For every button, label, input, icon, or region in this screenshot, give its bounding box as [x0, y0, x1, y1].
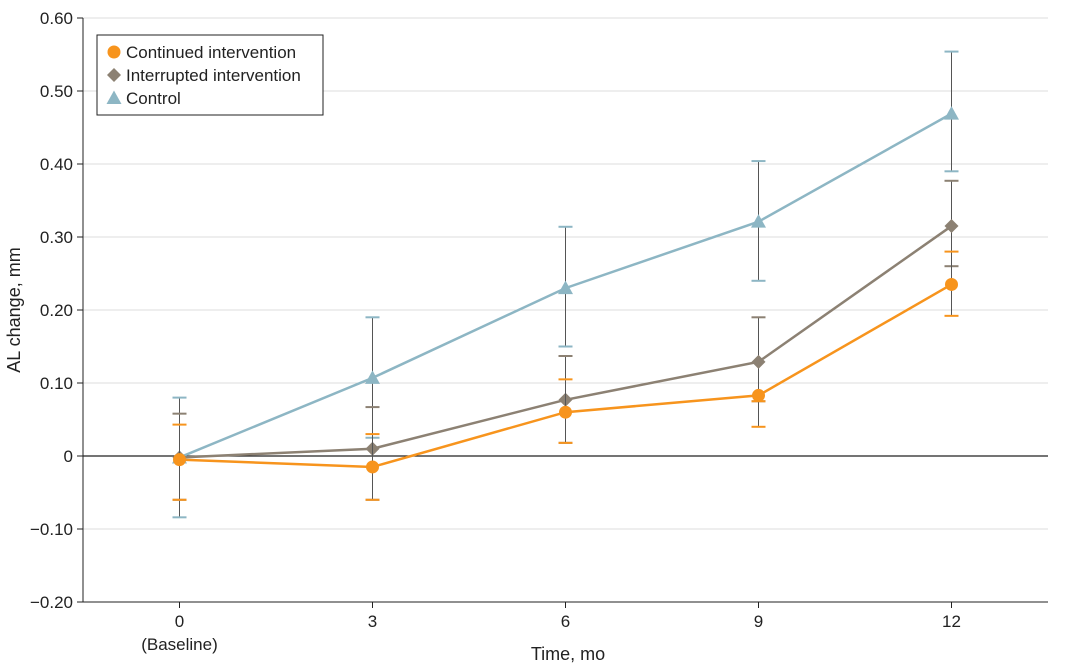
- data-point: [558, 280, 573, 295]
- data-point: [752, 388, 765, 402]
- x-tick-label: 6: [561, 612, 570, 631]
- data-point: [366, 460, 379, 474]
- y-tick-label: 0.40: [40, 155, 73, 174]
- x-tick-label: 12: [942, 612, 961, 631]
- data-point: [751, 214, 766, 228]
- series-group: [172, 50, 959, 519]
- data-point: [944, 106, 959, 120]
- y-tick-label: 0.10: [40, 374, 73, 393]
- legend: Continued intervention Interrupted interv…: [96, 34, 324, 116]
- legend-marker: [106, 90, 122, 104]
- y-tick-label: 0.50: [40, 82, 73, 101]
- data-point: [751, 354, 766, 369]
- legend-box: [96, 34, 324, 116]
- y-tick-label: 0: [64, 447, 73, 466]
- x-tick-label: 9: [754, 612, 763, 631]
- data-point: [945, 277, 958, 291]
- legend-label: Continued intervention: [126, 43, 296, 62]
- y-tick-label: 0.30: [40, 228, 73, 247]
- y-tick-label: −0.10: [30, 520, 73, 539]
- data-point: [173, 453, 186, 467]
- series-continued-intervention: [172, 250, 959, 501]
- legend-marker: [107, 68, 121, 82]
- x-tick-label: 3: [368, 612, 377, 631]
- y-tick-label: 0.60: [40, 9, 73, 28]
- data-point: [559, 405, 572, 419]
- legend-label: Control: [126, 89, 181, 108]
- x-axis-title: Time, mo: [531, 644, 605, 664]
- x-tick-label: 0: [175, 612, 184, 631]
- data-point: [365, 370, 380, 384]
- y-tick-label: −0.20: [30, 593, 73, 612]
- legend-label: Interrupted intervention: [126, 66, 301, 85]
- legend-marker: [107, 45, 121, 59]
- axes: −0.20 −0.10 0 0.10 0.20 0.30 0.40 0.50 0.60 0 3 6 9 1…: [30, 9, 1048, 654]
- x-tick-sublabel: (Baseline): [141, 635, 218, 654]
- series-control: [172, 50, 959, 519]
- data-point: [944, 219, 959, 234]
- y-axis-title: AL change, mm: [4, 247, 24, 372]
- y-tick-label: 0.20: [40, 301, 73, 320]
